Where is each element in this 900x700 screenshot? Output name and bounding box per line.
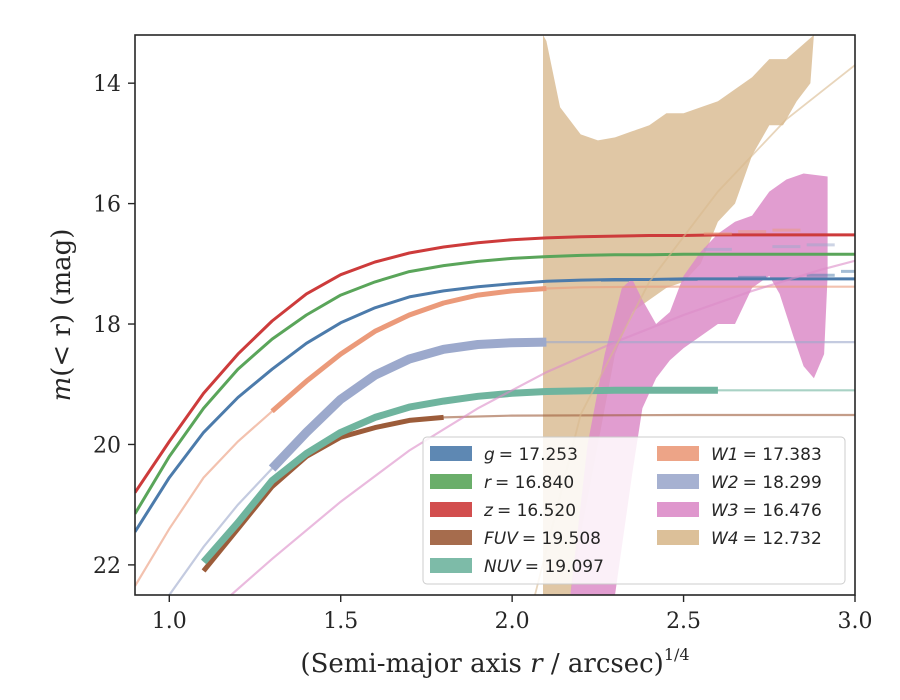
- y-tick-label: 18: [93, 313, 121, 338]
- y-tick-label: 22: [93, 554, 121, 579]
- legend-series-name: g: [484, 445, 495, 465]
- curve-w3: [229, 259, 855, 595]
- legend-swatch-w1: [657, 446, 699, 461]
- x-tick-label: 3.0: [838, 609, 873, 634]
- legend-label-w2: W2 = 18.299: [711, 473, 822, 493]
- profile-r: [135, 252, 855, 515]
- legend-swatch-w3: [657, 502, 699, 517]
- legend-label-w3: W3 = 16.476: [711, 501, 822, 521]
- legend-series-value: = 19.097: [525, 557, 604, 577]
- legend-label-g: g = 17.253: [484, 445, 578, 465]
- legend-swatch-z: [430, 502, 472, 517]
- legend-box: [422, 436, 846, 585]
- y-axis-ticks: 14 16 18 20 22: [93, 72, 135, 579]
- legend-series-value: = 17.253: [499, 445, 578, 465]
- profile-w1: [270, 286, 547, 414]
- x-tick-label: 2.0: [495, 609, 530, 634]
- legend-series-name: W4: [711, 529, 739, 549]
- legend-series-name: W3: [711, 501, 739, 521]
- legend-swatch-w4: [657, 530, 699, 545]
- legend-series-value: = 19.508: [522, 529, 601, 549]
- legend-series-value: = 12.732: [743, 529, 822, 549]
- legend-label-z: z = 16.520: [483, 501, 576, 521]
- x-axis-label: (Semi-major axis r / arcsec)1/4: [300, 645, 689, 679]
- legend-series-name: z: [483, 501, 494, 521]
- legend-swatch-w2: [657, 474, 699, 489]
- legend-label-fuv: FUV = 19.508: [484, 529, 601, 549]
- legend-series-value: = 18.299: [743, 473, 822, 493]
- profile-nuv: [200, 386, 718, 565]
- x-axis-label-var: r: [530, 649, 544, 679]
- model-curves: [135, 64, 855, 595]
- y-axis-label: m(< r) (mag): [47, 229, 77, 402]
- legend-label-w1: W1 = 17.383: [711, 445, 822, 465]
- x-axis-label-text: (Semi-major axis: [300, 649, 521, 679]
- x-tick-label: 1.5: [323, 609, 358, 634]
- profile-w2: [268, 337, 547, 472]
- legend-series-name: W1: [711, 445, 739, 465]
- legend-label-w4: W4 = 12.732: [711, 529, 822, 549]
- legend-swatch-nuv: [430, 558, 472, 573]
- x-axis-label-exponent: 1/4: [664, 645, 690, 664]
- x-axis-ticks: 1.0 1.5 2.0 2.5 3.0: [152, 595, 873, 634]
- y-axis-label-var: m: [47, 377, 77, 402]
- profile-z: [135, 233, 855, 494]
- legend-series-value: = 16.840: [495, 473, 574, 493]
- legend-swatch-fuv: [430, 530, 472, 545]
- band-w4: [543, 35, 814, 595]
- plot-frame: [134, 34, 856, 596]
- x-axis-label-unit: / arcsec): [551, 649, 664, 679]
- legend-series-name: r: [484, 473, 492, 493]
- y-tick-label: 14: [93, 72, 121, 97]
- y-axis-label-arg: (< r): [47, 314, 77, 377]
- x-tick-label: 1.0: [152, 609, 187, 634]
- legend-swatch-r: [430, 474, 472, 489]
- legend-series-value: = 16.520: [497, 501, 576, 521]
- legend-swatch-g: [430, 446, 472, 461]
- legend-series-value: = 17.383: [743, 445, 822, 465]
- legend-series-value: = 16.476: [743, 501, 822, 521]
- legend-series-name: FUV: [484, 529, 519, 549]
- legend-series-name: NUV: [484, 557, 522, 577]
- y-tick-label: 16: [93, 193, 121, 218]
- y-tick-label: 20: [93, 433, 121, 458]
- legend-series-name: W2: [711, 473, 739, 493]
- x-tick-label: 2.5: [666, 609, 701, 634]
- y-axis-label-unit: (mag): [47, 229, 77, 306]
- legend-label-nuv: NUV = 19.097: [484, 557, 604, 577]
- profile-g: [135, 277, 855, 533]
- legend-label-r: r = 16.840: [484, 473, 574, 493]
